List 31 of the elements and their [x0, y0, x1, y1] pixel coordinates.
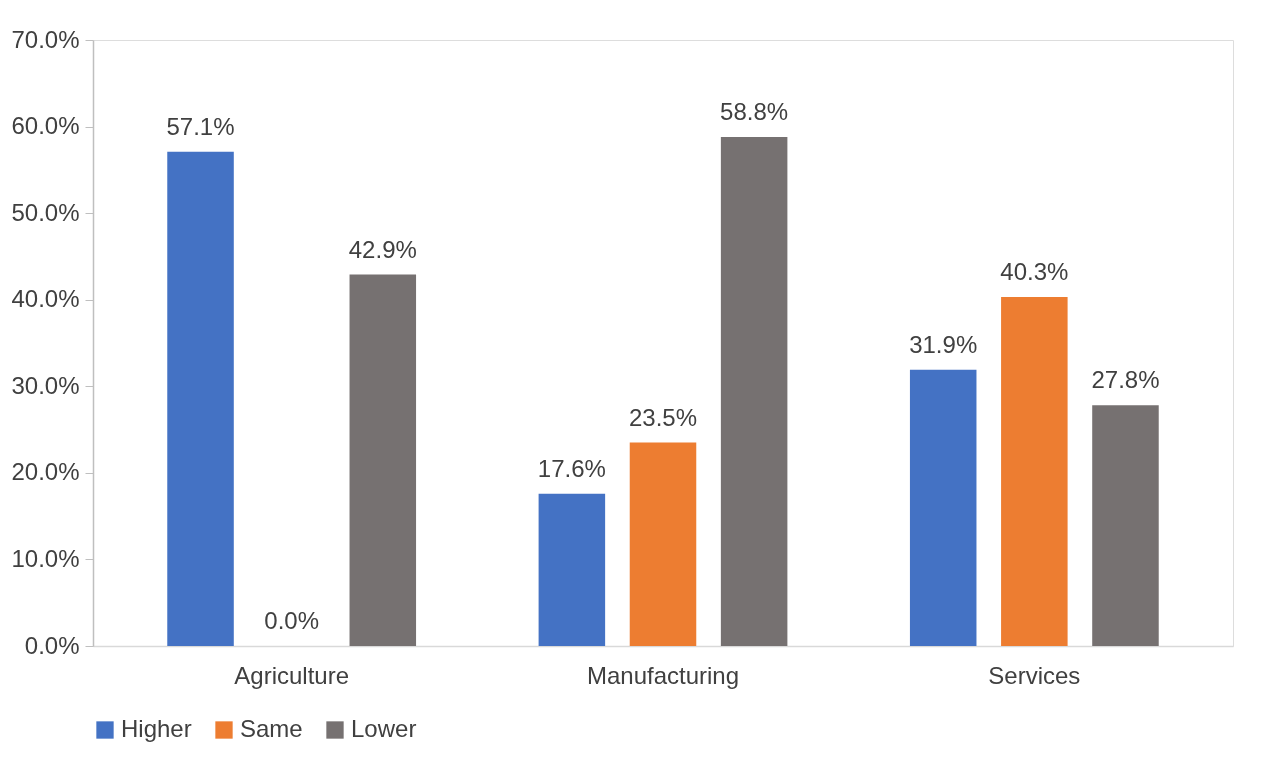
bar	[167, 151, 234, 646]
x-tick-label: Manufacturing	[586, 661, 740, 689]
y-tick-label: 30.0%	[11, 371, 80, 399]
y-tick-label: 50.0%	[11, 198, 80, 226]
data-label: 40.3%	[1000, 258, 1069, 286]
bar	[1001, 297, 1068, 646]
x-tick-label: Agriculture	[234, 661, 350, 689]
bar	[629, 442, 697, 646]
data-label: 0.0%	[264, 607, 320, 634]
bar	[1092, 405, 1159, 646]
bar	[538, 493, 606, 646]
bar	[349, 274, 417, 646]
data-label: 27.8%	[1091, 366, 1160, 394]
data-label: 31.9%	[909, 330, 978, 358]
data-label: 17.6%	[537, 454, 606, 482]
data-label: 57.1%	[166, 112, 235, 140]
y-tick-label: 10.0%	[11, 544, 80, 572]
legend-label: Higher	[121, 715, 192, 742]
y-tick-label: 60.0%	[11, 112, 80, 140]
legend-label: Same	[240, 715, 303, 742]
data-label: 42.9%	[348, 235, 417, 263]
data-label: 58.8%	[720, 97, 789, 125]
y-tick-label: 20.0%	[11, 458, 80, 486]
y-tick-label: 0.0%	[24, 631, 80, 659]
x-tick-label: Services	[988, 661, 1081, 689]
bar	[720, 136, 788, 646]
y-tick-label: 70.0%	[11, 25, 80, 53]
legend-label: Lower	[351, 715, 417, 742]
data-label: 23.5%	[628, 403, 698, 431]
bar	[909, 369, 977, 646]
y-tick-label: 40.0%	[11, 285, 80, 313]
